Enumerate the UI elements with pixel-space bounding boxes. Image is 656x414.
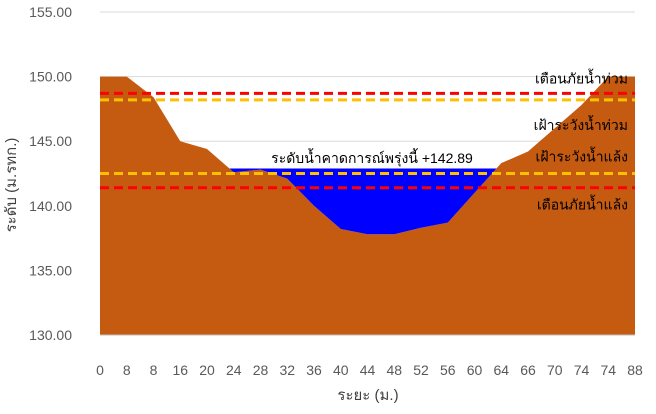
ground-profile-area [100, 76, 635, 335]
y-tick-label: 150.00 [29, 69, 72, 85]
x-tick-labels: 0 8 8 16 20 24 28 32 36 40 44 48 52 56 60 64 66 70 74 74 88 [96, 362, 643, 378]
x-tick-label: 32 [279, 362, 295, 378]
x-tick-label: 8 [150, 362, 158, 378]
water-body-area [229, 168, 497, 235]
x-tick-label: 0 [96, 362, 104, 378]
x-tick-label: 70 [547, 362, 563, 378]
y-tick-label: 155.00 [29, 4, 72, 20]
reference-lines: เตือนภัยน้ำท่วมเฝ้าระวังน้ำท่วมเฝ้าระวัง… [100, 68, 635, 213]
x-tick-label: 16 [172, 362, 188, 378]
x-tick-label: 64 [493, 362, 509, 378]
x-tick-label: 24 [226, 362, 242, 378]
x-tick-label: 74 [574, 362, 590, 378]
x-tick-label: 66 [520, 362, 536, 378]
x-tick-label: 40 [333, 362, 349, 378]
y-axis-title: ระดับ (ม.รทก.) [3, 138, 20, 233]
x-tick-label: 60 [467, 362, 483, 378]
y-tick-label: 135.00 [29, 262, 72, 278]
x-tick-label: 20 [199, 362, 215, 378]
x-tick-label: 28 [253, 362, 269, 378]
y-tick-label: 130.00 [29, 327, 72, 343]
x-tick-label: 44 [360, 362, 376, 378]
x-tick-label: 56 [440, 362, 456, 378]
y-tick-label: 145.00 [29, 133, 72, 149]
x-tick-label: 52 [413, 362, 429, 378]
x-tick-label: 74 [600, 362, 616, 378]
x-tick-label: 48 [386, 362, 402, 378]
reference-line-label: เตือนภัยน้ำแล้ง [537, 195, 628, 213]
reference-line-label: เฝ้าระวังน้ำแล้ง [536, 147, 628, 165]
plot-area [100, 76, 635, 335]
x-axis-title: ระยะ (ม.) [337, 387, 398, 404]
y-tick-label: 140.00 [29, 198, 72, 214]
x-tick-label: 88 [627, 362, 643, 378]
reference-line-label: เฝ้าระวังน้ำท่วม [534, 115, 628, 133]
reference-line-label: เตือนภัยน้ำท่วม [535, 68, 628, 86]
x-tick-label: 8 [123, 362, 131, 378]
annotations: ระดับน้ำคาดการณ์พรุ่งนี้ +142.89 [271, 148, 473, 167]
y-tick-labels: 130.00 135.00 140.00 145.00 150.00 155.00 [29, 4, 72, 343]
water-level-label: ระดับน้ำคาดการณ์พรุ่งนี้ +142.89 [271, 148, 473, 167]
x-tick-label: 36 [306, 362, 322, 378]
